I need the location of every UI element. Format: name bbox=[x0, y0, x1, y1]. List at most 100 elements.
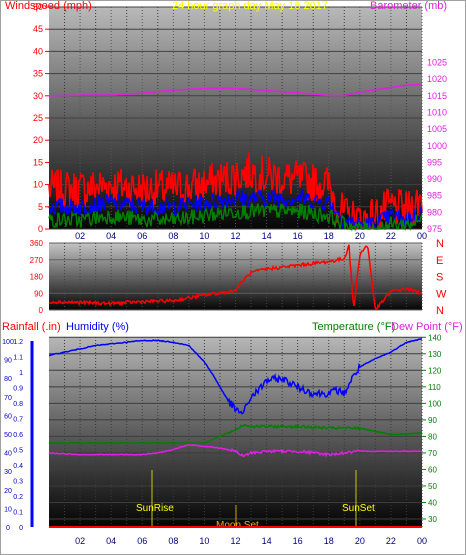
humidity-tick-labels: 3040506070809010011012013014000.10.20.30… bbox=[2, 333, 442, 546]
chart-title: 24 hour graph day May 16 2017 bbox=[172, 0, 328, 12]
hour-tick-label: 20 bbox=[355, 536, 365, 546]
hour-tick-label: 14 bbox=[262, 231, 272, 241]
temperature-tick-label: 30 bbox=[428, 515, 437, 524]
barometer-tick-label: 1015 bbox=[427, 91, 447, 101]
hour-tick-label: 12 bbox=[230, 231, 240, 241]
humidity-tick-label: 60 bbox=[4, 413, 12, 420]
rainfall-tick-label: 0 bbox=[19, 525, 23, 532]
humidity-tick-label: 40 bbox=[4, 451, 12, 458]
windspeed-tick-label: 25 bbox=[33, 113, 43, 123]
humidity-plot-area bbox=[49, 337, 422, 527]
compass-tick-label: N bbox=[436, 238, 444, 250]
temperature-axis-label: Temperature (°F) bbox=[312, 321, 395, 333]
windspeed-tick-label: 30 bbox=[33, 91, 43, 101]
barometer-tick-label: 1025 bbox=[427, 58, 447, 68]
rainfall-tick-label: 0.9 bbox=[13, 386, 23, 393]
hour-tick-label: 12 bbox=[230, 536, 240, 546]
direction-tick-label: 180 bbox=[30, 273, 44, 282]
hour-tick-label: 02 bbox=[75, 231, 85, 241]
humidity-tick-label: 80 bbox=[4, 376, 12, 383]
temperature-tick-label: 120 bbox=[428, 366, 442, 375]
barometer-tick-label: 985 bbox=[427, 191, 442, 201]
compass-tick-label: S bbox=[436, 272, 443, 284]
hour-tick-label: 02 bbox=[75, 536, 85, 546]
hour-tick-label: 16 bbox=[293, 536, 303, 546]
hour-tick-label: 14 bbox=[262, 536, 272, 546]
hour-tick-label: 22 bbox=[386, 536, 396, 546]
humidity-tick-label: 30 bbox=[4, 469, 12, 476]
humidity-tick-label: 20 bbox=[4, 488, 12, 495]
barometer-tick-label: 995 bbox=[427, 157, 442, 167]
hour-tick-label: 00 bbox=[417, 231, 427, 241]
direction-tick-label: 90 bbox=[34, 289, 43, 298]
windspeed-tick-label: 40 bbox=[33, 46, 43, 56]
rainfall-tick-label: 0.1 bbox=[13, 510, 23, 517]
rainfall-tick-label: 0.6 bbox=[13, 432, 23, 439]
direction-tick-label: 360 bbox=[30, 239, 44, 248]
windspeed-tick-label: 0 bbox=[38, 224, 43, 234]
hour-tick-label: 08 bbox=[168, 536, 178, 546]
hour-tick-label: 10 bbox=[199, 231, 209, 241]
hour-tick-label: 16 bbox=[293, 231, 303, 241]
windspeed-tick-label: 15 bbox=[33, 157, 43, 167]
humidity-tick-label: 0 bbox=[6, 525, 10, 532]
humidity-tick-label: 90 bbox=[4, 358, 12, 365]
temperature-tick-label: 60 bbox=[428, 465, 437, 474]
barometer-tick-label: 975 bbox=[427, 224, 442, 234]
rainfall-axis-label: Rainfall (.in) bbox=[2, 321, 61, 333]
dewpoint-axis-label: Dew Point (°F) bbox=[391, 321, 463, 333]
rainfall-tick-label: 0.4 bbox=[13, 463, 23, 470]
humidity-line bbox=[49, 338, 423, 415]
hour-tick-label: 20 bbox=[355, 231, 365, 241]
sunset-label: SunSet bbox=[342, 503, 375, 514]
rainfall-tick-label: 1.1 bbox=[13, 355, 23, 362]
barometer-tick-label: 1010 bbox=[427, 107, 447, 117]
temperature-tick-label: 140 bbox=[428, 333, 442, 342]
humidity-tick-label: 10 bbox=[4, 506, 12, 513]
wind-series-line bbox=[48, 202, 423, 232]
wind-series-line bbox=[48, 152, 423, 230]
top-tick-labels: 0510152025303540455097598098599099510001… bbox=[33, 2, 447, 241]
temperature-tick-label: 40 bbox=[428, 498, 437, 507]
compass-tick-label: E bbox=[436, 255, 443, 267]
wind-direction-series bbox=[48, 244, 423, 311]
compass-tick-label: N bbox=[436, 305, 444, 317]
barometer-axis-label: Barometer (mb) bbox=[370, 0, 447, 12]
hour-tick-label: 04 bbox=[106, 536, 116, 546]
windspeed-tick-label: 5 bbox=[38, 202, 43, 212]
rainfall-tick-label: 0.2 bbox=[13, 494, 23, 501]
humidity-tick-label: 50 bbox=[4, 432, 12, 439]
rainfall-tick-label: 0.8 bbox=[13, 401, 23, 408]
barometer-tick-label: 980 bbox=[427, 207, 442, 217]
temperature-line bbox=[48, 423, 423, 445]
hour-tick-label: 18 bbox=[324, 536, 334, 546]
barometer-tick-label: 990 bbox=[427, 174, 442, 184]
temperature-tick-label: 100 bbox=[428, 399, 442, 408]
windspeed-tick-label: 45 bbox=[33, 24, 43, 34]
humidity-tick-label: 100 bbox=[2, 339, 14, 346]
barometer-tick-label: 1020 bbox=[427, 74, 447, 84]
sun-moon-events: SunRise SunSet Moon Set bbox=[136, 470, 375, 531]
wind-direction-line bbox=[48, 244, 423, 311]
hour-tick-label: 08 bbox=[168, 231, 178, 241]
temperature-tick-label: 130 bbox=[428, 350, 442, 359]
humidity-grid bbox=[49, 336, 423, 527]
windspeed-tick-label: 35 bbox=[33, 69, 43, 79]
barometer-tick-label: 1005 bbox=[427, 124, 447, 134]
direction-tick-label: 0 bbox=[39, 306, 44, 315]
hour-tick-label: 10 bbox=[199, 536, 209, 546]
rainfall-tick-label: 0.7 bbox=[13, 417, 23, 424]
rainfall-tick-label: 0.5 bbox=[13, 448, 23, 455]
temperature-tick-label: 80 bbox=[428, 432, 437, 441]
top-series bbox=[48, 83, 423, 232]
humidity-axis-label: Humidity (%) bbox=[66, 321, 129, 333]
windspeed-axis-label: Windspeed (mph) bbox=[5, 0, 92, 12]
temperature-tick-label: 50 bbox=[428, 482, 437, 491]
windspeed-tick-label: 10 bbox=[33, 180, 43, 190]
rainfall-tick-label: 1 bbox=[19, 370, 23, 377]
rainfall-tick-label: 1.2 bbox=[13, 339, 23, 346]
hour-tick-label: 04 bbox=[106, 231, 116, 241]
compass-tick-label: W bbox=[436, 288, 447, 300]
